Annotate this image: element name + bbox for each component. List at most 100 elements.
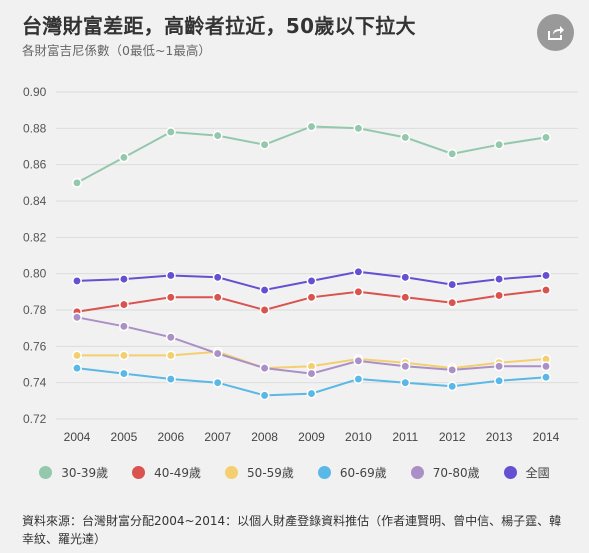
data-point	[306, 292, 317, 303]
y-tick-label: 0.78	[23, 303, 47, 317]
data-point	[541, 132, 551, 143]
data-point	[72, 177, 82, 188]
data-point	[494, 139, 505, 150]
data-point	[400, 132, 411, 143]
legend-item[interactable]: 60-69歲	[317, 464, 387, 481]
data-point	[541, 372, 551, 383]
legend-swatch	[503, 466, 517, 479]
x-tick-label: 2011	[392, 430, 418, 444]
data-point	[541, 270, 551, 281]
data-point	[165, 292, 176, 303]
legend-label: 30-39歲	[61, 466, 109, 480]
y-tick-label: 0.80	[23, 267, 47, 281]
data-point	[259, 285, 270, 295]
data-point	[212, 292, 223, 303]
legend-item[interactable]: 30-39歲	[39, 464, 108, 481]
data-point	[541, 361, 551, 372]
y-tick-label: 0.88	[23, 121, 47, 135]
data-point	[306, 388, 317, 399]
data-point	[400, 292, 411, 303]
legend-item[interactable]: 50-59歲	[225, 464, 294, 481]
data-point	[72, 312, 82, 323]
data-point	[306, 121, 317, 132]
data-point	[118, 368, 129, 379]
data-point	[353, 123, 364, 134]
data-point	[212, 377, 223, 388]
data-point	[72, 363, 82, 374]
x-tick-label: 2004	[64, 430, 91, 444]
data-point	[306, 368, 317, 379]
x-tick-label: 2007	[204, 430, 231, 444]
data-point	[118, 152, 129, 163]
legend-label: 40-49歲	[154, 466, 202, 480]
data-point	[72, 275, 82, 286]
data-point	[72, 350, 82, 361]
legend-item[interactable]: 70-80歲	[410, 464, 480, 481]
data-point	[165, 332, 176, 343]
source-note: 資料來源：台灣財富分配2004~2014：以個人財產登錄資料推估（作者連賢明、曾…	[22, 514, 562, 546]
data-point	[259, 305, 270, 315]
data-point	[353, 266, 364, 277]
data-point	[494, 361, 505, 372]
data-point	[306, 275, 317, 286]
data-point	[353, 286, 364, 297]
data-point	[212, 348, 223, 359]
data-point	[447, 148, 458, 159]
x-tick-label: 2012	[439, 430, 466, 444]
legend-swatch	[410, 466, 424, 479]
legend-swatch	[39, 466, 53, 479]
x-tick-label: 2006	[157, 430, 184, 444]
y-tick-label: 0.82	[23, 230, 47, 244]
x-tick-label: 2009	[298, 430, 325, 444]
data-point	[259, 139, 270, 150]
legend-swatch	[132, 466, 146, 479]
line-chart: 0.72 0.74 0.76 0.78 0.80 0.82 0.84 0.86 0.88 0.90…	[23, 85, 578, 444]
y-tick-label: 0.86	[23, 158, 47, 172]
legend-label: 全國	[525, 466, 550, 480]
data-point	[118, 299, 129, 310]
y-tick-label: 0.74	[23, 376, 47, 390]
share-icon	[547, 25, 564, 40]
legend-label: 70-80歲	[432, 466, 480, 480]
legend-item[interactable]: 全國	[503, 464, 550, 481]
data-point	[447, 381, 458, 392]
data-point	[212, 130, 223, 141]
legend-swatch	[225, 466, 239, 479]
data-point	[165, 350, 176, 361]
data-point	[118, 274, 129, 285]
data-point	[165, 127, 176, 137]
chart-subtitle: 各財富吉尼係數（0最低~1最高）	[22, 43, 211, 58]
legend-label: 60-69歲	[339, 466, 387, 480]
data-point	[541, 285, 551, 295]
data-point	[400, 272, 411, 283]
data-point	[353, 374, 364, 384]
data-point	[212, 272, 223, 283]
data-point	[259, 390, 270, 401]
data-point	[400, 361, 411, 372]
series-line	[76, 125, 547, 184]
y-tick-label: 0.84	[23, 194, 47, 208]
share-button[interactable]	[537, 14, 574, 51]
data-point	[118, 321, 129, 332]
data-point	[400, 377, 411, 388]
data-point	[494, 290, 505, 301]
data-point	[118, 350, 129, 361]
y-tick-label: 0.72	[23, 412, 47, 426]
y-tick-label: 0.76	[23, 339, 47, 353]
data-point	[165, 374, 176, 384]
data-point	[165, 270, 176, 281]
data-point	[494, 375, 505, 386]
data-point	[447, 279, 458, 290]
data-point	[447, 365, 458, 375]
x-tick-label: 2010	[345, 430, 372, 444]
x-tick-label: 2005	[111, 430, 138, 444]
y-tick-label: 0.90	[23, 85, 47, 99]
legend-label: 50-59歲	[247, 466, 294, 480]
data-point	[494, 274, 505, 285]
data-point	[353, 355, 364, 366]
data-point	[447, 297, 458, 308]
x-tick-label: 2014	[533, 430, 560, 444]
x-tick-label: 2008	[251, 430, 278, 444]
legend-item[interactable]: 40-49歲	[132, 464, 201, 481]
x-tick-label: 2013	[486, 430, 513, 444]
